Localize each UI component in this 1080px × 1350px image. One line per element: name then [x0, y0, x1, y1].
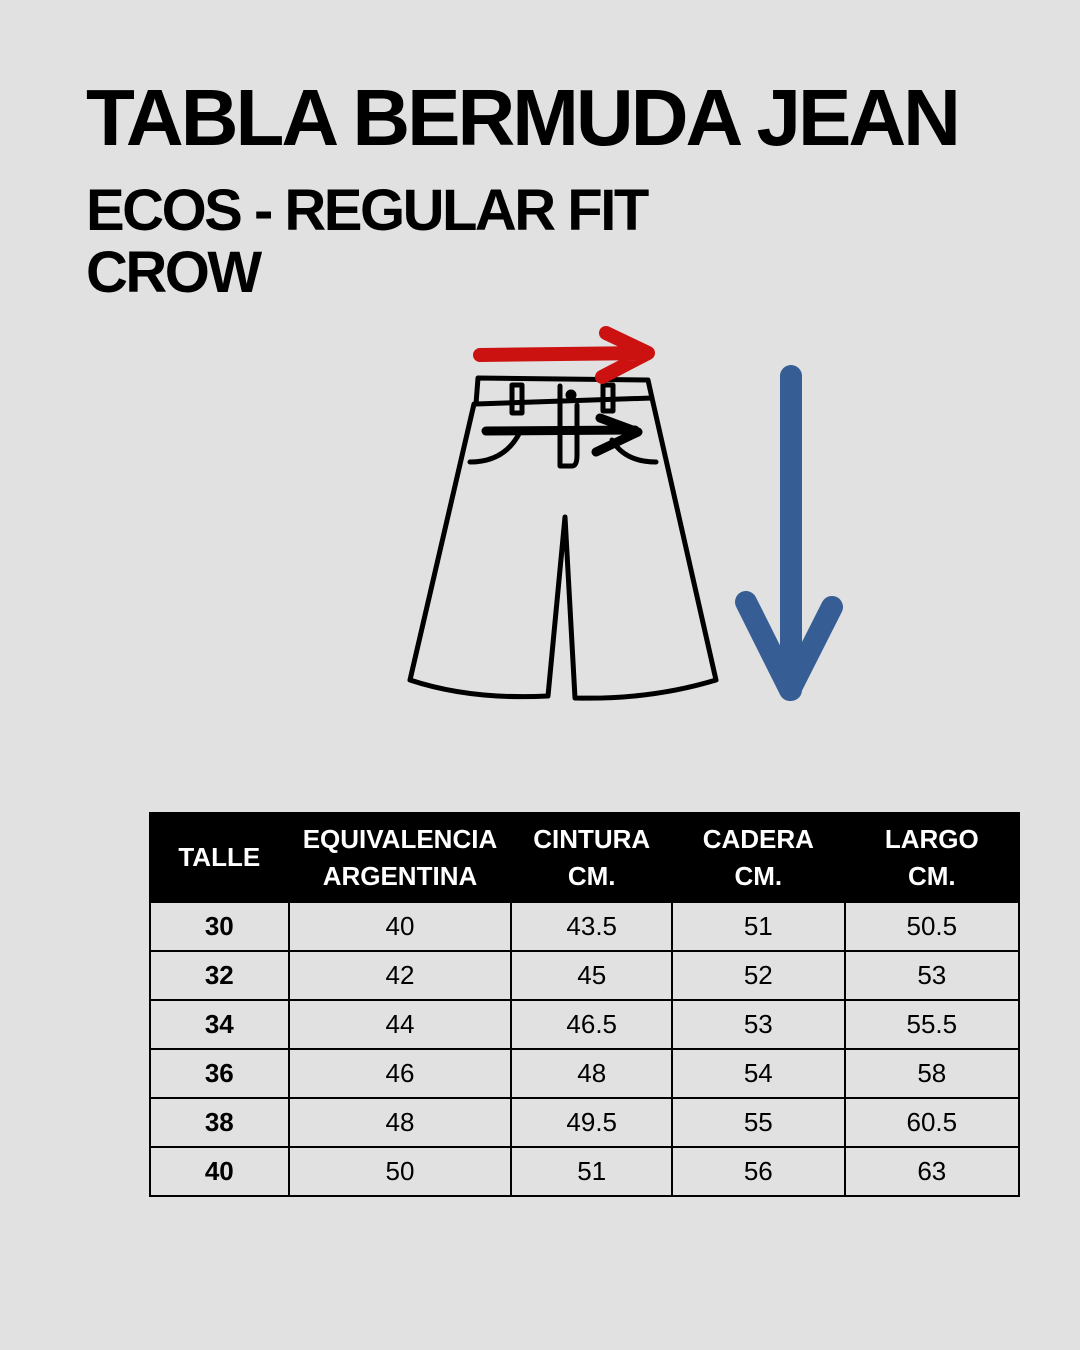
table-row: 40 50 51 56 63 — [149, 1146, 1021, 1197]
cell-equivalencia: 48 — [287, 1097, 513, 1148]
table-header-row: TALLE EQUIVALENCIA ARGENTINA CINTURA CM. C… — [149, 812, 1021, 903]
cell-largo: 50.5 — [843, 901, 1021, 952]
header-text: CM. — [567, 860, 616, 891]
header-text: EQUIVALENCIA — [302, 823, 498, 854]
cell-equivalencia: 42 — [287, 950, 513, 1001]
cell-cadera: 56 — [671, 1146, 846, 1197]
header-equivalencia: EQUIVALENCIA ARGENTINA — [287, 812, 513, 903]
header-text: ARGENTINA — [322, 860, 478, 891]
cell-cadera: 51 — [671, 901, 846, 952]
cell-cadera: 55 — [671, 1097, 846, 1148]
cell-equivalencia: 46 — [287, 1048, 513, 1099]
header-text: CM. — [907, 860, 956, 891]
header-cintura: CINTURA CM. — [510, 812, 674, 903]
subtitle-name: CROW — [86, 240, 262, 305]
cell-talle: 38 — [149, 1097, 290, 1148]
cell-largo: 63 — [843, 1146, 1021, 1197]
subtitle-model: ECOS - REGULAR FIT — [86, 178, 649, 243]
table-row: 30 40 43.5 51 50.5 — [149, 901, 1021, 952]
cell-talle: 32 — [149, 950, 290, 1001]
table-row: 36 46 48 54 58 — [149, 1048, 1021, 1099]
header-cadera: CADERA CM. — [671, 812, 846, 903]
table-row: 34 44 46.5 53 55.5 — [149, 999, 1021, 1050]
cell-talle: 30 — [149, 901, 290, 952]
header-text: CADERA — [702, 823, 814, 854]
cell-cadera: 52 — [671, 950, 846, 1001]
cell-cintura: 46.5 — [510, 999, 674, 1050]
header-text: TALLE — [178, 842, 261, 872]
cell-equivalencia: 40 — [287, 901, 513, 952]
header-talle: TALLE — [149, 812, 290, 903]
waist-arrow-icon — [473, 326, 655, 384]
cell-cadera: 53 — [671, 999, 846, 1050]
cell-equivalencia: 50 — [287, 1146, 513, 1197]
cell-cintura: 51 — [510, 1146, 674, 1197]
cell-cadera: 54 — [671, 1048, 846, 1099]
cell-talle: 40 — [149, 1146, 290, 1197]
shorts-icon — [407, 375, 719, 701]
length-arrow-icon — [735, 365, 843, 701]
header-largo: LARGO CM. — [843, 812, 1021, 903]
cell-largo: 58 — [843, 1048, 1021, 1099]
table-row: 32 42 45 52 53 — [149, 950, 1021, 1001]
table-row: 38 48 49.5 55 60.5 — [149, 1097, 1021, 1148]
cell-cintura: 48 — [510, 1048, 674, 1099]
size-table: TALLE EQUIVALENCIA ARGENTINA CINTURA CM. C… — [149, 812, 1021, 1197]
cell-cintura: 45 — [510, 950, 674, 1001]
cell-largo: 55.5 — [843, 999, 1021, 1050]
cell-talle: 34 — [149, 999, 290, 1050]
cell-talle: 36 — [149, 1048, 290, 1099]
header-text: LARGO — [884, 823, 979, 854]
page-title: TABLA BERMUDA JEAN — [86, 73, 961, 162]
cell-equivalencia: 44 — [287, 999, 513, 1050]
header-text: CINTURA — [533, 823, 651, 854]
cell-cintura: 49.5 — [510, 1097, 674, 1148]
cell-largo: 53 — [843, 950, 1021, 1001]
cell-largo: 60.5 — [843, 1097, 1021, 1148]
cell-cintura: 43.5 — [510, 901, 674, 952]
header-text: CM. — [734, 860, 783, 891]
shorts-illustration — [407, 326, 843, 701]
